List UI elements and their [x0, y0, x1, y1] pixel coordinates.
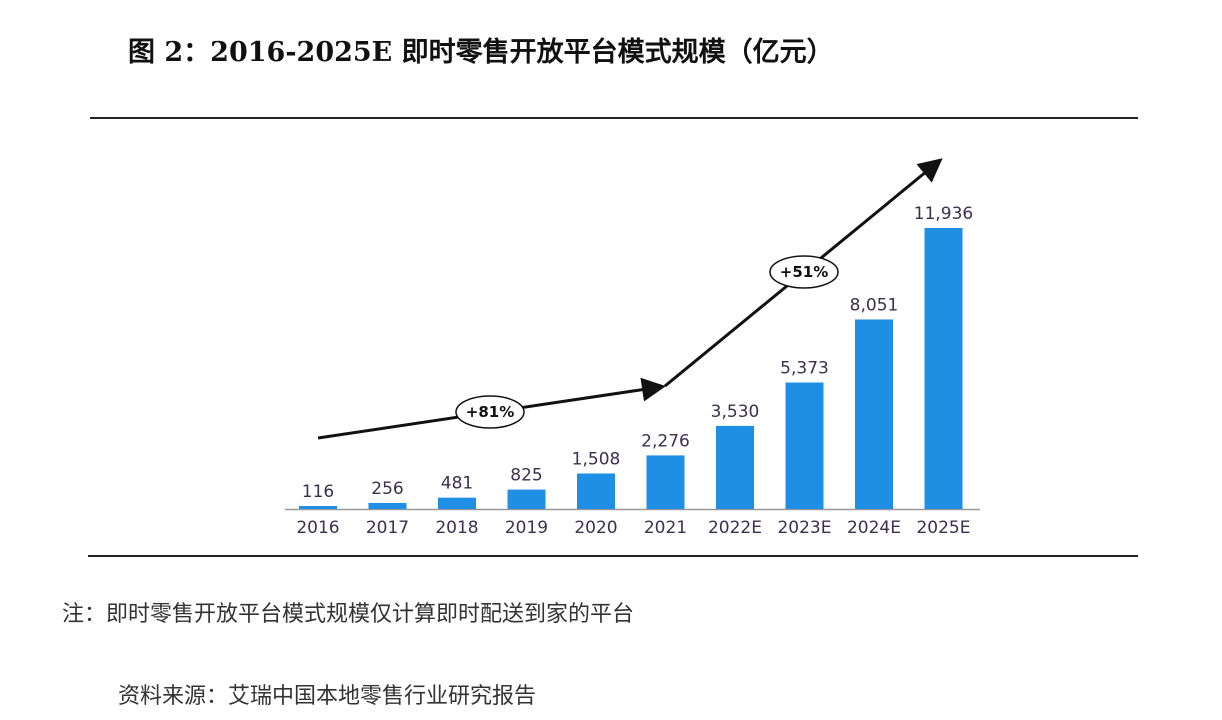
x-tick-label: 2019 [505, 518, 548, 538]
data-label: 1,508 [572, 449, 621, 469]
bar-2021 [646, 455, 685, 509]
bar-2017 [368, 502, 407, 509]
chart-source: 资料来源：艾瑞中国本地零售行业研究报告 [118, 684, 537, 709]
x-tick-label: 2025E [916, 518, 970, 538]
x-tick-label: 2023E [777, 518, 831, 538]
bar-2024E [855, 319, 893, 509]
data-label: 8,051 [850, 295, 899, 315]
bar-2018 [438, 497, 476, 509]
data-label: 2,276 [641, 431, 690, 451]
data-label: 116 [302, 482, 334, 502]
bar-2023E [785, 382, 824, 509]
bar-2022E [716, 425, 754, 509]
x-tick-label: 2017 [366, 518, 409, 538]
x-tick-label: 2022E [708, 518, 762, 538]
x-tick-label: 2020 [574, 518, 617, 538]
data-label: 3,530 [711, 402, 760, 422]
data-label: 5,373 [780, 359, 829, 379]
data-label: 825 [510, 466, 542, 486]
x-tick-label: 2021 [644, 518, 687, 538]
growth-badge [455, 395, 525, 429]
x-tick-label: 2024E [847, 518, 901, 538]
bar-2020 [577, 473, 615, 509]
growth-label: +51% [780, 263, 828, 281]
top-divider [90, 117, 1138, 119]
data-label: 481 [441, 474, 473, 494]
bar-2025E [924, 228, 963, 509]
growth-label: +81% [466, 403, 514, 421]
data-label: 256 [371, 479, 403, 499]
growth-badge [769, 255, 839, 289]
data-label: 11,936 [914, 204, 973, 224]
x-tick-label: 2016 [296, 518, 339, 538]
bottom-divider [88, 555, 1138, 557]
bar-2019 [507, 489, 546, 509]
chart-note: 注：即时零售开放平台模式规模仅计算即时配送到家的平台 [62, 602, 635, 627]
chart-title: 图 2：2016-2025E 即时零售开放平台模式规模（亿元） [128, 37, 834, 68]
bar-2016 [299, 506, 337, 509]
x-tick-label: 2018 [435, 518, 478, 538]
